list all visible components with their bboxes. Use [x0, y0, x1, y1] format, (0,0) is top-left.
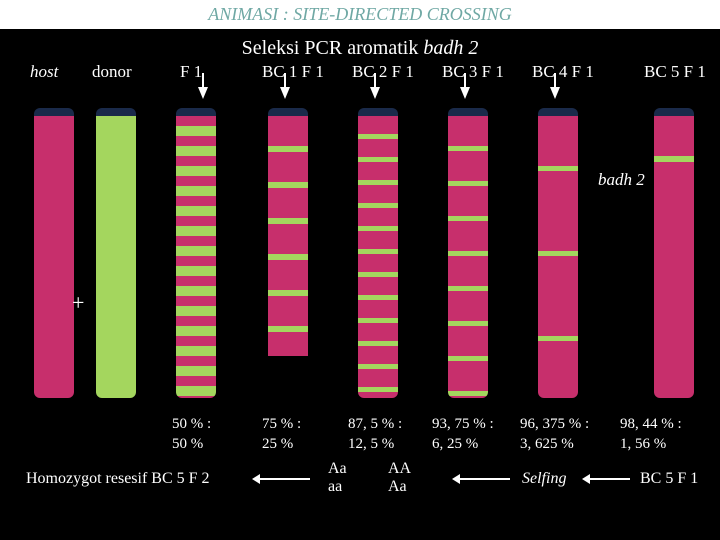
subtitle: Seleksi PCR aromatik badh 2 — [0, 29, 720, 62]
chromosome-host — [34, 108, 74, 398]
down-arrow-icon — [460, 87, 470, 99]
chromosome-donor — [96, 108, 136, 398]
percentage-2: 87, 5 % :12, 5 % — [348, 415, 402, 454]
column-label-7: BC 5 F 1 — [644, 62, 706, 82]
down-arrow-icon — [280, 87, 290, 99]
chromosome-bc4 — [538, 108, 578, 398]
down-arrow-icon — [550, 87, 560, 99]
subtitle-gene: badh 2 — [423, 37, 478, 59]
percentage-1: 75 % :25 % — [262, 415, 301, 454]
genotype-1: Aaaa — [328, 460, 347, 496]
arrow-left-icon-3 — [590, 478, 630, 480]
column-label-4: BC 2 F 1 — [352, 62, 414, 82]
percentage-5: 98, 44 % :1, 56 % — [620, 415, 682, 454]
chromosome-bc1 — [268, 108, 308, 398]
chromosome-f1 — [176, 108, 216, 398]
column-label-0: host — [30, 62, 58, 82]
column-label-6: BC 4 F 1 — [532, 62, 594, 82]
column-label-3: BC 1 F 1 — [262, 62, 324, 82]
title-bar: ANIMASI : SITE-DIRECTED CROSSING — [0, 0, 720, 29]
down-arrow-icon — [198, 87, 208, 99]
homozygot-label: Homozygot resesif BC 5 F 2 — [26, 470, 210, 488]
percentage-0: 50 % :50 % — [172, 415, 211, 454]
genotype-2: AAAa — [388, 460, 411, 496]
chart-area: host donor F 1 BC 1 F 1 BC 2 F 1 BC 3 F 1 BC 4… — [0, 62, 720, 402]
chromosome-bc2 — [358, 108, 398, 398]
percentage-4: 96, 375 % :3, 625 % — [520, 415, 589, 454]
subtitle-prefix: Seleksi PCR aromatik — [242, 37, 424, 59]
bc5f1-label: BC 5 F 1 — [640, 470, 698, 488]
column-label-2: F 1 — [180, 62, 202, 82]
down-arrow-icon — [370, 87, 380, 99]
badh2-marker-label: badh 2 — [598, 170, 645, 190]
chromosome-bc5 — [654, 108, 694, 398]
chromosome-bc3 — [448, 108, 488, 398]
column-label-1: donor — [92, 62, 132, 82]
arrow-left-icon-1 — [260, 478, 310, 480]
plus-symbol: + — [72, 290, 84, 316]
column-labels: host donor F 1 BC 1 F 1 BC 2 F 1 BC 3 F 1 BC 4… — [0, 62, 720, 86]
title-text: ANIMASI : SITE-DIRECTED CROSSING — [208, 4, 511, 24]
selfing-label: Selfing — [522, 470, 566, 488]
percentage-3: 93, 75 % :6, 25 % — [432, 415, 494, 454]
column-label-5: BC 3 F 1 — [442, 62, 504, 82]
arrow-left-icon-2 — [460, 478, 510, 480]
